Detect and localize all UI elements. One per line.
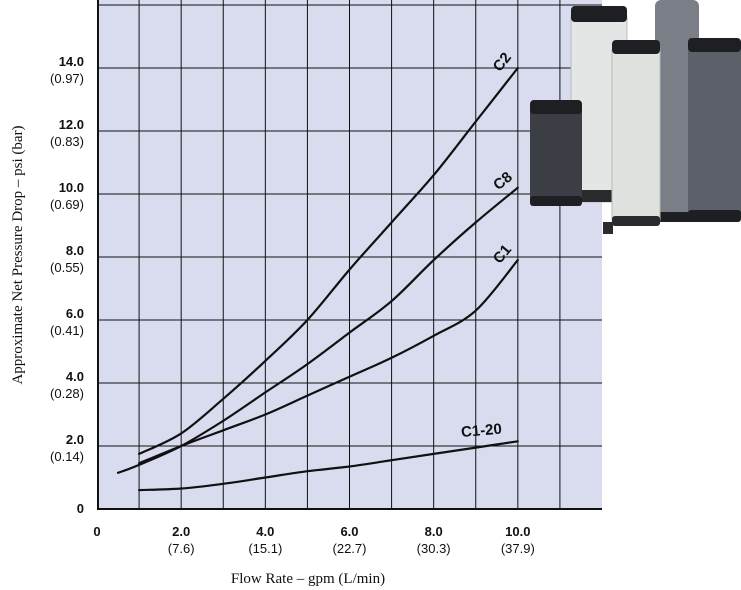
series-lines (116, 66, 519, 492)
x-tick-label: 2.0 (172, 524, 190, 539)
x-tick-label: 6.0 (340, 524, 358, 539)
x-tick-sublabel: (15.1) (248, 541, 282, 556)
y-tick-sublabel: (0.14) (50, 449, 84, 464)
filter-cartridges-photo (530, 0, 741, 234)
y-tick-label: 14.0 (59, 54, 84, 69)
cartridge-carbon-right (688, 38, 741, 222)
y-tick-sublabel: (0.55) (50, 260, 84, 275)
y-tick-label: 8.0 (66, 243, 84, 258)
y-tick-label: 6.0 (66, 306, 84, 321)
series-label-c1-20: C1-20 (460, 421, 502, 441)
cartridge-white-mid (611, 40, 661, 226)
x-tick-sublabel: (7.6) (168, 541, 195, 556)
plot-area (97, 0, 602, 510)
x-axis-title: Flow Rate – gpm (L/min) (231, 571, 385, 587)
y-tick-sublabel: (0.83) (50, 134, 84, 149)
y-tick-sublabel: (0.69) (50, 197, 84, 212)
cartridge-carbon-small (530, 100, 613, 234)
y-tick-label: 2.0 (66, 432, 84, 447)
x-tick-label: 4.0 (256, 524, 274, 539)
x-tick-label: 8.0 (425, 524, 443, 539)
y-tick-sublabel: (0.97) (50, 71, 84, 86)
y-tick-label: 0 (77, 501, 84, 516)
series-line-c2 (138, 66, 519, 455)
series-line-c1-20 (138, 440, 519, 492)
y-tick-sublabel: (0.28) (50, 386, 84, 401)
x-tick-label: 0 (93, 524, 100, 539)
y-axis-ticks: 0 2.0 (0.14) 4.0 (0.28) 6.0 (0.41) 8.0 (0.55) 10.… (50, 54, 84, 516)
x-tick-label: 10.0 (505, 524, 530, 539)
y-tick-label: 4.0 (66, 369, 84, 384)
series-line-c1 (138, 259, 519, 465)
x-tick-sublabel: (30.3) (417, 541, 451, 556)
y-axis-title: Approximate Net Pressure Drop – psi (bar… (10, 125, 26, 384)
x-tick-sublabel: (37.9) (501, 541, 535, 556)
x-axis-ticks: 0 2.0 (7.6) 4.0 (15.1) 6.0 (22.7) 8.0 (30.3) 10.0… (93, 524, 534, 556)
y-tick-sublabel: (0.41) (50, 323, 84, 338)
gridlines (97, 0, 602, 509)
y-tick-label: 10.0 (59, 180, 84, 195)
x-tick-sublabel: (22.7) (333, 541, 367, 556)
y-tick-label: 12.0 (59, 117, 84, 132)
